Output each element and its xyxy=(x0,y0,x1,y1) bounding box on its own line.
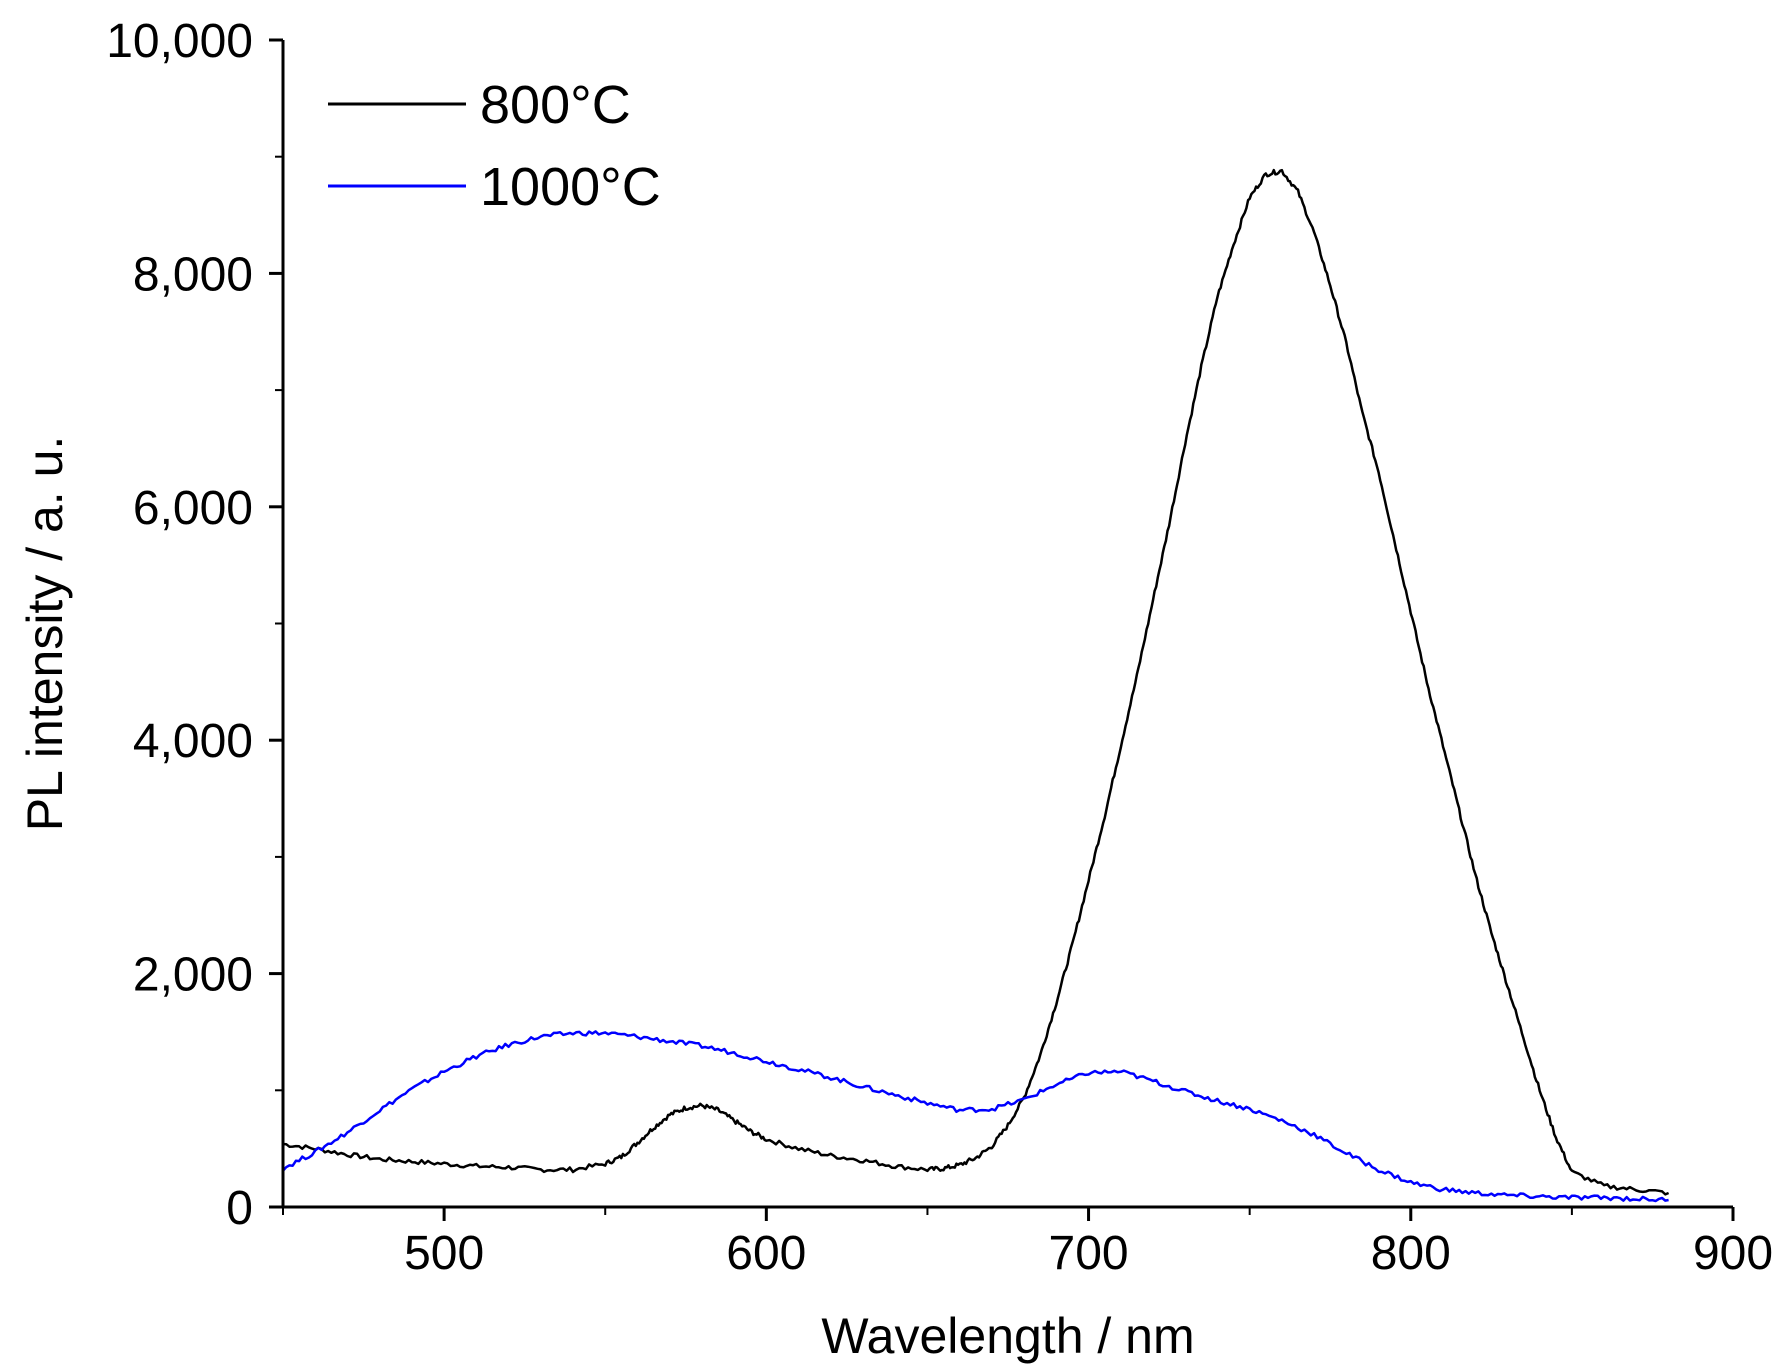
x-tick-label: 900 xyxy=(1693,1227,1773,1280)
x-tick-label: 600 xyxy=(726,1227,806,1280)
series-layer xyxy=(282,168,1670,1203)
y-axis-title: PL intensity / a. u. xyxy=(17,436,73,832)
y-tick-label: 6,000 xyxy=(133,482,253,535)
x-tick-label: 800 xyxy=(1371,1227,1451,1280)
x-tick-label: 700 xyxy=(1049,1227,1129,1280)
series-line-1000c xyxy=(282,1030,1669,1203)
ticks-layer: 500 600 700 800 900 0 2,000 4,000 6,000 8,000 10,0… xyxy=(106,15,1773,1280)
legend: 800°C 1000°C xyxy=(328,75,661,217)
y-tick-label: 2,000 xyxy=(133,949,253,1002)
y-tick-label: 0 xyxy=(226,1182,253,1235)
y-tick-label: 4,000 xyxy=(133,715,253,768)
x-axis-title: Wavelength / nm xyxy=(821,1308,1194,1364)
y-tick-label: 10,000 xyxy=(106,15,253,68)
legend-label-800c: 800°C xyxy=(480,75,631,135)
x-tick-label: 500 xyxy=(404,1227,484,1280)
y-tick-label: 8,000 xyxy=(133,248,253,301)
series-line-800c xyxy=(282,168,1670,1196)
legend-label-1000c: 1000°C xyxy=(480,157,661,217)
